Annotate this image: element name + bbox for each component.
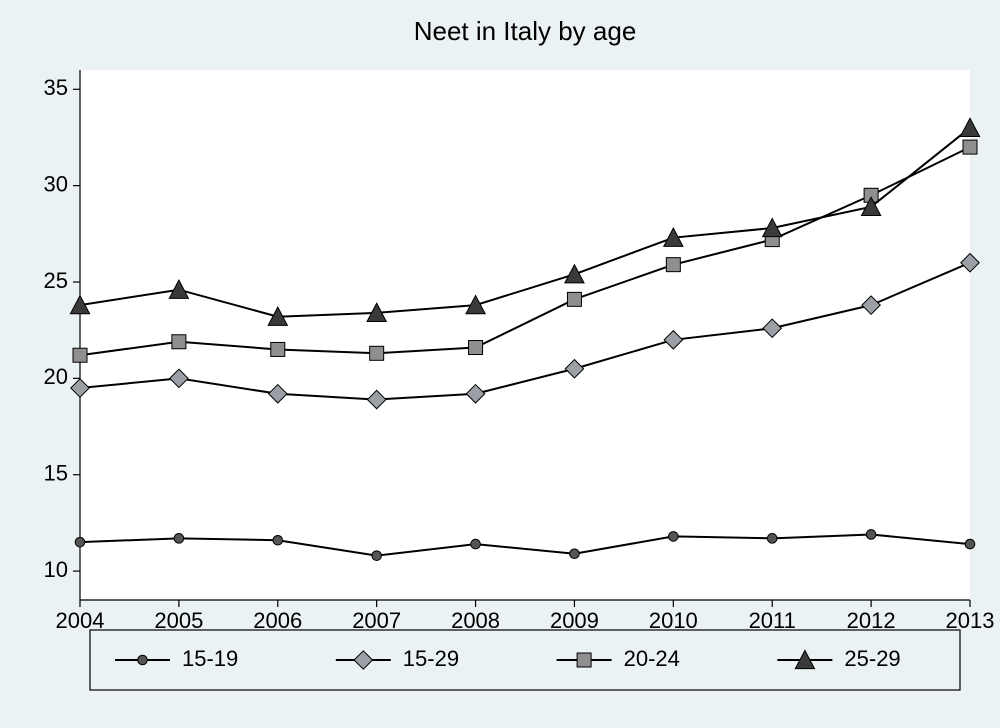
legend-label: 15-19 xyxy=(182,646,238,671)
marker-square xyxy=(73,348,87,362)
x-tick-label: 2010 xyxy=(649,608,698,633)
x-tick-label: 2009 xyxy=(550,608,599,633)
marker-circle xyxy=(174,534,184,544)
marker-circle xyxy=(372,551,382,561)
y-tick-label: 25 xyxy=(44,268,68,293)
y-tick-label: 20 xyxy=(44,364,68,389)
marker-circle xyxy=(75,537,85,547)
legend-label: 15-29 xyxy=(403,646,459,671)
chart-container: 10 15 20 25 30 35 2004 2005 2006 2007 2008 2009 2010… xyxy=(0,0,1000,728)
marker-square xyxy=(666,258,680,272)
x-tick-label: 2004 xyxy=(56,608,105,633)
y-tick-label: 15 xyxy=(44,461,68,486)
marker-square xyxy=(370,346,384,360)
marker-circle xyxy=(965,539,975,549)
x-tick-label: 2005 xyxy=(154,608,203,633)
y-tick-label: 10 xyxy=(44,557,68,582)
plot-area xyxy=(80,70,970,600)
marker-square xyxy=(577,653,591,667)
x-tick-label: 2007 xyxy=(352,608,401,633)
legend-label: 25-29 xyxy=(844,646,900,671)
x-tick-label: 2011 xyxy=(749,608,796,633)
x-tick-label: 2006 xyxy=(253,608,302,633)
marker-circle xyxy=(273,535,283,545)
marker-square xyxy=(172,335,186,349)
y-tick-label: 30 xyxy=(44,171,68,196)
y-tick-label: 35 xyxy=(44,75,68,100)
marker-circle xyxy=(866,530,876,540)
marker-circle xyxy=(570,549,580,559)
chart-svg: 10 15 20 25 30 35 2004 2005 2006 2007 2008 2009 2010… xyxy=(0,0,1000,728)
x-tick-label: 2012 xyxy=(847,608,896,633)
legend-label: 20-24 xyxy=(624,646,680,671)
marker-square xyxy=(567,292,581,306)
chart-title: Neet in Italy by age xyxy=(414,16,637,46)
marker-square xyxy=(963,140,977,154)
marker-circle xyxy=(138,655,148,665)
marker-circle xyxy=(471,539,481,549)
x-tick-label: 2008 xyxy=(451,608,500,633)
x-tick-label: 2013 xyxy=(946,608,995,633)
marker-square xyxy=(469,341,483,355)
marker-circle xyxy=(669,532,679,542)
marker-circle xyxy=(767,534,777,544)
marker-square xyxy=(271,342,285,356)
